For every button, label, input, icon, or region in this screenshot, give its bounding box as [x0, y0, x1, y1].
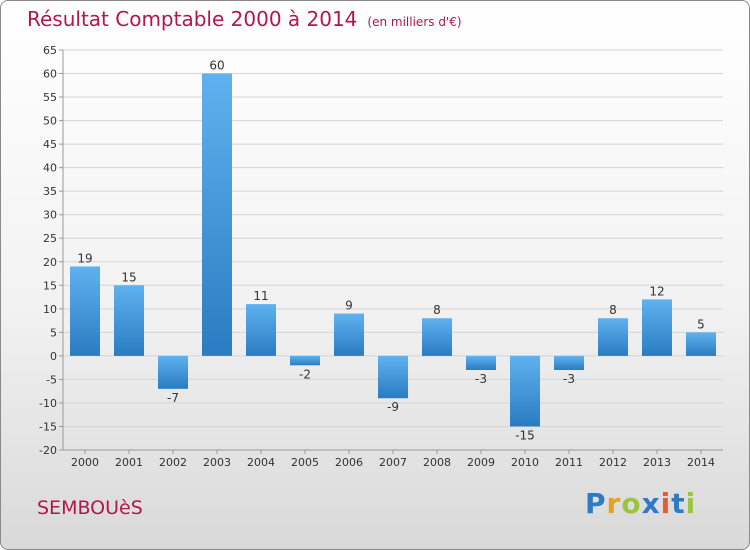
- data-label: -9: [387, 400, 399, 414]
- y-tick-label: -15: [39, 420, 57, 433]
- y-tick-label: -5: [46, 373, 57, 386]
- y-tick-label: -20: [39, 444, 57, 457]
- x-tick-label: 2007: [379, 456, 407, 469]
- data-label: -2: [299, 367, 311, 381]
- x-tick-label: 2006: [335, 456, 363, 469]
- bar: [510, 355, 540, 427]
- data-label: 5: [697, 317, 705, 331]
- y-tick-label: 10: [43, 303, 57, 316]
- y-tick-label: 0: [50, 350, 57, 363]
- data-label: 8: [609, 303, 617, 317]
- logo-letter: i: [660, 487, 672, 520]
- x-tick-label: 2013: [643, 456, 671, 469]
- bar: [642, 299, 672, 356]
- x-axis: 2000 2001 2002 2003 2004 2005 2006 2007 2008 2009…: [63, 449, 723, 469]
- data-label: 9: [345, 299, 353, 313]
- chart-title-text: Résultat Comptable 2000 à 2014: [27, 7, 358, 31]
- bar: [158, 355, 188, 389]
- data-label: 11: [253, 289, 268, 303]
- x-tick-label: 2009: [467, 456, 495, 469]
- x-tick-label: 2000: [71, 456, 99, 469]
- x-tick-label: 2014: [687, 456, 715, 469]
- bar: [114, 285, 144, 356]
- data-label: -7: [167, 391, 179, 405]
- y-tick-label: 45: [43, 138, 57, 151]
- bar: [290, 355, 320, 366]
- y-tick-label: 25: [43, 232, 57, 245]
- y-tick-label: 55: [43, 91, 57, 104]
- data-label: -3: [475, 372, 487, 386]
- y-tick-label: 65: [43, 44, 57, 57]
- x-tick-label: 2010: [511, 456, 539, 469]
- y-tick-label: 60: [43, 68, 57, 81]
- y-tick-label: 5: [50, 326, 57, 339]
- data-labels: 19 15 -7 60 11 -2 9 -9 8 -3 -15 -3 8 12 5: [77, 59, 704, 443]
- data-label: -15: [515, 428, 535, 442]
- y-tick-label: 40: [43, 162, 57, 175]
- data-label: 60: [209, 59, 224, 73]
- logo-letter: t: [671, 487, 686, 520]
- logo-letter: x: [641, 487, 661, 520]
- data-label: 19: [77, 251, 92, 265]
- x-tick-label: 2012: [599, 456, 627, 469]
- y-tick-label: -10: [39, 397, 57, 410]
- commune-name: SEMBOUèS: [37, 497, 143, 519]
- x-tick-label: 2008: [423, 456, 451, 469]
- data-label: 15: [121, 270, 136, 284]
- logo-letter: o: [621, 487, 642, 520]
- x-tick-label: 2004: [247, 456, 275, 469]
- bar: [70, 266, 100, 356]
- logo-letter: P: [585, 487, 607, 520]
- data-label: -3: [563, 372, 575, 386]
- x-tick-label: 2001: [115, 456, 143, 469]
- proxiti-logo: Proxiti: [585, 487, 696, 520]
- data-label: 8: [433, 303, 441, 317]
- logo-letter: i: [685, 487, 697, 520]
- x-tick-label: 2003: [203, 456, 231, 469]
- y-axis: -20 -15 -10 -5 0 5 10 15 20 25 30 35 40 45 50 55 60 65: [39, 44, 64, 457]
- bar: [466, 355, 496, 370]
- data-label: 12: [649, 284, 664, 298]
- bars: [70, 73, 716, 427]
- y-tick-label: 20: [43, 256, 57, 269]
- bar: [422, 318, 452, 356]
- y-tick-label: 35: [43, 185, 57, 198]
- bar: [334, 313, 364, 356]
- chart-title: Résultat Comptable 2000 à 2014 (en millie…: [27, 7, 462, 31]
- x-tick-label: 2011: [555, 456, 583, 469]
- y-tick-label: 50: [43, 115, 57, 128]
- bar: [202, 73, 232, 356]
- logo-letter: r: [606, 487, 622, 520]
- bar: [378, 355, 408, 399]
- bar: [598, 318, 628, 356]
- y-tick-label: 30: [43, 209, 57, 222]
- bar: [246, 304, 276, 356]
- bar: [554, 355, 584, 370]
- chart-unit: (en milliers d'€): [367, 15, 462, 29]
- y-tick-label: 15: [43, 279, 57, 292]
- x-tick-label: 2005: [291, 456, 319, 469]
- bar: [686, 332, 716, 356]
- x-tick-label: 2002: [159, 456, 187, 469]
